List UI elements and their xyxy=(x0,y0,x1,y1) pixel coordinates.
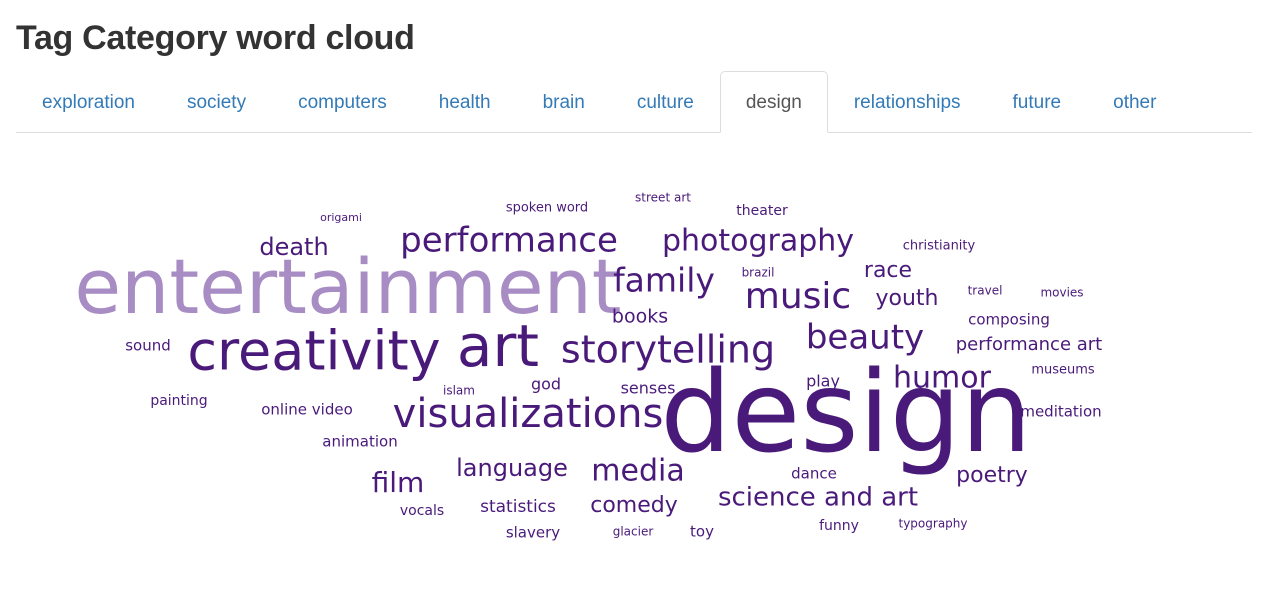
word-online-video[interactable]: online video xyxy=(261,401,353,419)
word-funny[interactable]: funny xyxy=(819,518,859,534)
tab-culture[interactable]: culture xyxy=(636,92,694,113)
word-composing[interactable]: composing xyxy=(968,311,1050,329)
word-vocals[interactable]: vocals xyxy=(400,503,444,519)
word-toy[interactable]: toy xyxy=(690,523,714,541)
word-visualizations[interactable]: visualizations xyxy=(393,391,664,437)
word-typography[interactable]: typography xyxy=(899,517,968,531)
word-entertainment[interactable]: entertainment xyxy=(74,242,621,331)
word-origami[interactable]: origami xyxy=(320,211,362,224)
tab-society[interactable]: society xyxy=(186,92,247,113)
word-poetry[interactable]: poetry xyxy=(956,463,1028,488)
tab-design[interactable]: design xyxy=(719,71,828,133)
word-death[interactable]: death xyxy=(259,233,328,261)
word-science-and-art[interactable]: science and art xyxy=(718,483,918,513)
word-race[interactable]: race xyxy=(864,258,912,283)
word-storytelling[interactable]: storytelling xyxy=(561,328,775,372)
word-islam[interactable]: islam xyxy=(443,384,475,398)
word-humor[interactable]: humor xyxy=(893,361,992,396)
word-art[interactable]: art xyxy=(457,312,539,380)
word-glacier[interactable]: glacier xyxy=(613,525,654,539)
word-brazil[interactable]: brazil xyxy=(742,266,775,280)
word-youth[interactable]: youth xyxy=(876,286,939,311)
word-media[interactable]: media xyxy=(591,454,684,489)
word-photography[interactable]: photography xyxy=(662,224,854,259)
word-statistics[interactable]: statistics xyxy=(480,497,556,517)
word-performance[interactable]: performance xyxy=(400,221,618,261)
word-christianity[interactable]: christianity xyxy=(903,239,976,254)
word-slavery[interactable]: slavery xyxy=(506,524,560,542)
tab-computers[interactable]: computers xyxy=(298,92,387,113)
word-music[interactable]: music xyxy=(745,276,851,317)
word-theater[interactable]: theater xyxy=(736,203,788,219)
word-design[interactable]: design xyxy=(660,348,1032,478)
word-museums[interactable]: museums xyxy=(1031,363,1095,378)
word-movies[interactable]: movies xyxy=(1040,286,1083,300)
tab-brain[interactable]: brain xyxy=(542,92,585,113)
word-street-art[interactable]: street art xyxy=(635,191,691,205)
word-beauty[interactable]: beauty xyxy=(806,318,924,358)
word-creativity[interactable]: creativity xyxy=(187,320,440,383)
tab-other[interactable]: other xyxy=(1113,92,1157,113)
tab-relationships[interactable]: relationships xyxy=(853,92,961,113)
tab-health[interactable]: health xyxy=(438,92,491,113)
word-books[interactable]: books xyxy=(612,306,668,328)
word-meditation[interactable]: meditation xyxy=(1020,403,1101,421)
word-travel[interactable]: travel xyxy=(968,284,1003,298)
word-film[interactable]: film xyxy=(372,466,425,499)
word-animation[interactable]: animation xyxy=(322,433,397,451)
tab-future[interactable]: future xyxy=(1012,92,1062,113)
word-sound[interactable]: sound xyxy=(125,337,171,355)
word-god[interactable]: god xyxy=(531,375,561,394)
page-title: Tag Category word cloud xyxy=(16,19,415,57)
category-tabs: exploration society computers health bra… xyxy=(16,70,1252,133)
word-dance[interactable]: dance xyxy=(791,465,837,483)
word-senses[interactable]: senses xyxy=(621,379,676,398)
word-painting[interactable]: painting xyxy=(150,393,207,409)
word-cloud: design entertainment creativity art storytel… xyxy=(0,150,1282,570)
word-play[interactable]: play xyxy=(806,372,840,391)
word-family[interactable]: family xyxy=(613,261,715,300)
word-language[interactable]: language xyxy=(456,454,568,482)
word-performance-art[interactable]: performance art xyxy=(956,334,1103,355)
tab-exploration[interactable]: exploration xyxy=(42,92,135,113)
word-spoken-word[interactable]: spoken word xyxy=(506,201,588,216)
word-comedy[interactable]: comedy xyxy=(590,493,678,518)
